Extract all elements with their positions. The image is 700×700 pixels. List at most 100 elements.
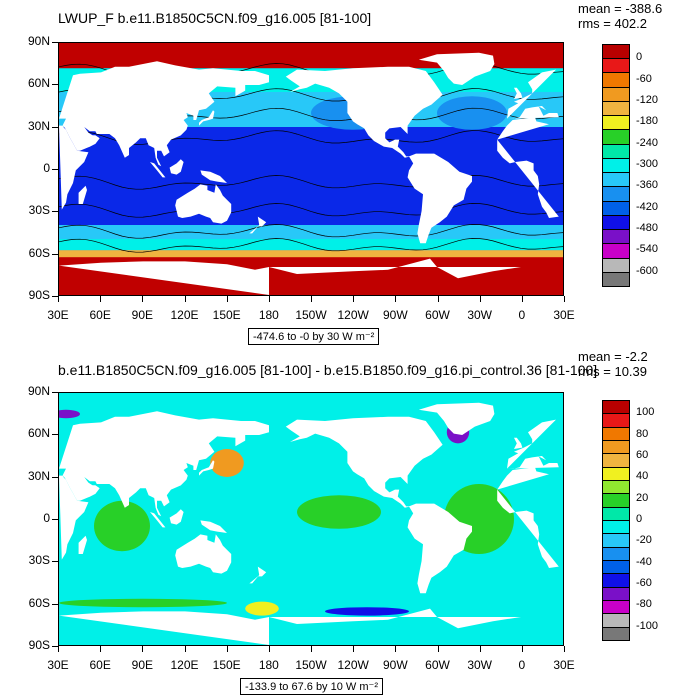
lon-label: 30E bbox=[47, 308, 69, 322]
lat-label: 90S bbox=[28, 638, 50, 652]
colorbar-swatch bbox=[602, 440, 630, 455]
lat-tick bbox=[52, 392, 58, 393]
lat-tick bbox=[52, 211, 58, 213]
lon-label: 30W bbox=[467, 658, 492, 672]
colorbar-label: -80 bbox=[636, 598, 652, 611]
lon-tick bbox=[142, 296, 144, 302]
lon-tick bbox=[226, 646, 228, 652]
lon-tick bbox=[564, 296, 565, 302]
colorbar-swatch bbox=[602, 453, 630, 468]
colorbar-swatch bbox=[602, 600, 630, 615]
land-arabia bbox=[66, 475, 100, 501]
colorbar-label: -240 bbox=[636, 136, 659, 149]
highlat-band-south bbox=[59, 239, 563, 251]
land-antarctica bbox=[59, 258, 521, 295]
southern-warm-anomaly bbox=[245, 601, 279, 616]
colorbar-label: 0 bbox=[636, 51, 643, 64]
lat-tick bbox=[52, 519, 58, 520]
land-borneo bbox=[169, 509, 184, 525]
rms-value: rms = 402.2 bbox=[578, 16, 648, 31]
colorbar-swatch bbox=[602, 129, 630, 145]
land-north-america bbox=[285, 416, 443, 508]
map-frame bbox=[58, 392, 564, 646]
mean-value: mean = -2.2 bbox=[578, 349, 648, 364]
colorbar-swatch bbox=[602, 186, 630, 202]
land-eurasia bbox=[59, 61, 559, 167]
colorbar-swatch bbox=[602, 546, 630, 561]
lat-tick bbox=[52, 646, 58, 647]
contour-line bbox=[59, 224, 563, 239]
colorbar-swatch bbox=[602, 200, 630, 216]
lon-tick bbox=[564, 646, 565, 652]
colorbar-swatch bbox=[602, 413, 630, 428]
colorbar-swatch bbox=[602, 100, 630, 117]
panel-title: b.e11.B1850C5CN.f09_g16.005 [81-100] - b… bbox=[58, 362, 598, 378]
colorbar-swatch bbox=[602, 72, 630, 88]
land-borneo bbox=[169, 159, 184, 175]
colorbar-swatch bbox=[602, 480, 630, 495]
n-atlantic-patch bbox=[437, 96, 507, 130]
lon-tick bbox=[395, 646, 397, 652]
contour-line bbox=[59, 130, 563, 145]
contour-line bbox=[59, 238, 563, 253]
lat-label: 30N bbox=[27, 118, 50, 133]
lat-label: 60S bbox=[28, 595, 50, 610]
colorbar-label: -360 bbox=[636, 179, 659, 192]
colorbar-swatch bbox=[602, 520, 630, 535]
colorbar-swatch bbox=[602, 573, 630, 588]
lon-label: 90E bbox=[131, 658, 153, 672]
colorbar-label: -300 bbox=[636, 158, 659, 170]
lat-tick bbox=[52, 253, 58, 255]
lat-tick bbox=[52, 42, 58, 43]
lat-tick bbox=[52, 561, 58, 563]
lat-label: 30S bbox=[28, 203, 50, 218]
lon-tick bbox=[311, 646, 312, 652]
lon-tick bbox=[521, 646, 523, 652]
colorbar-swatch bbox=[602, 271, 630, 287]
land-madagascar bbox=[78, 535, 87, 554]
lon-label: 180 bbox=[258, 658, 279, 672]
colorbar-swatch bbox=[602, 466, 630, 481]
colorbar-label: -20 bbox=[636, 534, 652, 547]
lon-tick bbox=[353, 296, 355, 302]
kuroshio-anomaly bbox=[210, 449, 244, 477]
colorbar-label: -540 bbox=[636, 243, 659, 256]
colorbar-swatch bbox=[602, 506, 630, 521]
land-japan bbox=[199, 110, 215, 126]
colorbar-label: -60 bbox=[636, 577, 652, 589]
colorbar-label: -60 bbox=[636, 72, 652, 85]
lon-tick bbox=[58, 296, 59, 302]
colorbar-swatch bbox=[602, 243, 630, 259]
lat-label: 90S bbox=[28, 288, 50, 302]
lon-tick bbox=[100, 646, 102, 652]
lon-tick bbox=[479, 646, 481, 652]
lon-tick bbox=[184, 646, 186, 652]
lon-tick bbox=[437, 646, 439, 652]
lon-tick bbox=[58, 646, 59, 652]
colorbar-swatch bbox=[602, 493, 630, 508]
lon-label: 120W bbox=[337, 308, 369, 322]
indian-anomaly bbox=[94, 500, 150, 552]
lon-label: 150E bbox=[212, 308, 241, 322]
land-new-guinea bbox=[200, 520, 227, 533]
land-greenland bbox=[418, 402, 495, 435]
lon-label: 30E bbox=[47, 658, 69, 672]
colorbar-label: 80 bbox=[636, 427, 649, 440]
lat-label: 30N bbox=[27, 468, 50, 483]
colorbar-swatch bbox=[602, 613, 630, 628]
lat-tick bbox=[52, 434, 58, 436]
lon-label: 60E bbox=[89, 658, 111, 672]
colorbar-label: -480 bbox=[636, 222, 659, 235]
lon-tick bbox=[268, 646, 270, 652]
colorbar-swatch bbox=[602, 586, 630, 601]
lon-label: 90E bbox=[131, 308, 153, 322]
colorbar-swatch bbox=[602, 86, 630, 102]
lat-label: 30S bbox=[28, 553, 50, 568]
land-greenland bbox=[418, 52, 495, 85]
lon-label: 60W bbox=[425, 308, 450, 322]
colorbar-label: 100 bbox=[636, 406, 655, 419]
contour-info: -133.9 to 67.6 by 10 W m⁻² bbox=[240, 678, 383, 695]
land-south-america bbox=[407, 153, 472, 244]
barents-anomaly bbox=[59, 409, 80, 419]
lon-label: 60W bbox=[425, 658, 450, 672]
